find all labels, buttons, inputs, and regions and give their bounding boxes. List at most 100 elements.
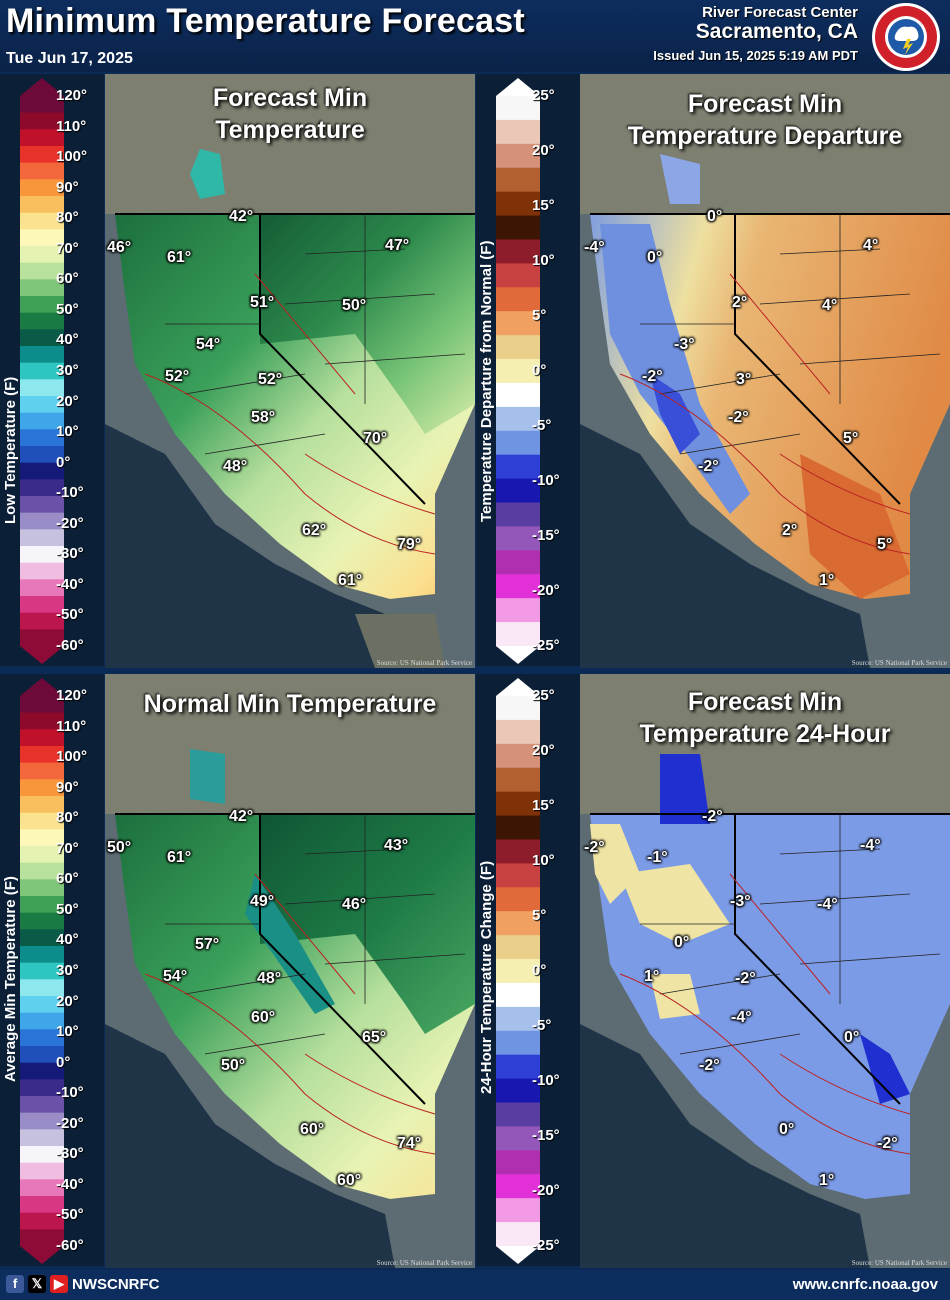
colorbar-tick-label: 15° [532,797,555,814]
map-label: 79° [397,536,422,553]
forecast-date: Tue Jun 17, 2025 [6,50,133,67]
map-label: 4° [863,237,879,254]
colorbar-swatch [496,719,540,745]
legend-title: Average Min Temperature (F) [2,876,19,1082]
departure-map [580,74,950,668]
colorbar-swatch [496,526,540,551]
issued-time: Issued Jun 15, 2025 5:19 AM PDT [653,48,858,63]
colorbar-tick-label: 60° [56,870,79,888]
map-label: 58° [251,409,276,426]
colorbar-swatch [496,239,540,264]
map-label: 61° [338,572,363,589]
colorbar-tick-label: -15° [532,527,560,544]
map-label: -3° [730,893,751,910]
map-credit: Source: US National Park Service [851,1259,947,1267]
colorbar-swatch [20,1212,64,1230]
map-label: 74° [397,1135,422,1152]
colorbar-tick-label: 50° [56,300,79,318]
website-link[interactable]: www.cnrfc.noaa.gov [792,1276,938,1293]
colorbar-swatch [496,191,540,217]
colorbar-swatch [20,1112,64,1130]
colorbar-swatch [20,1012,64,1030]
colorbar-swatch [20,96,64,114]
colorbar-swatch [496,743,540,769]
map-label: -2° [702,808,723,825]
colorbar-swatch [496,502,540,527]
colorbar-swatch [496,287,540,312]
colorbar-swatch [20,1146,64,1164]
colorbar-tick-label: -10° [532,1072,560,1089]
colorbar-swatch [20,346,64,364]
colorbar-swatch [20,312,64,330]
colorbar-swatch [20,246,64,264]
map-label: 54° [163,968,188,985]
colorbar-tick-label: -5° [532,1017,552,1034]
map-normal-min-temp[interactable]: Normal Min Temperature 42° 50° 61° 43° 4… [105,674,475,1268]
colorbar-swatch [20,562,64,580]
colorbar-swatch [20,146,64,164]
map-label: 60° [251,1009,276,1026]
map-label: 51° [250,294,275,311]
map-label: 52° [165,368,190,385]
colorbar-tick-label: 80° [56,209,79,227]
colorbar-swatch [496,1030,540,1056]
colorbar-tick-label: 120° [56,687,88,704]
colorbar-swatch [20,779,64,797]
x-icon[interactable]: 𝕏 [28,1275,46,1293]
colorbar-swatch [20,729,64,747]
colorbar-swatch [496,1078,540,1104]
colorbar-arrow-top [496,78,540,96]
map-departure[interactable]: Forecast Min Temperature Departure 0° -4… [580,74,950,668]
map-label: 0° [707,208,723,225]
map-label: 0° [844,1029,860,1046]
colorbar-tick-label: 20° [532,742,555,759]
colorbar-swatch [496,478,540,504]
colorbar-swatch [20,712,64,730]
panel-title-line1: Forecast Min [212,84,368,112]
colorbar-tick-label: 100° [56,748,88,766]
colorbar-swatch [496,550,540,575]
colorbar-tick-label: 90° [56,178,79,196]
map-label: 62° [302,522,327,539]
colorbar-tick-label: 0° [56,1053,71,1071]
colorbar-swatch [20,596,64,614]
colorbar-tick-label: 10° [56,423,79,441]
colorbar-swatch [496,382,540,408]
panel-title-line2: Temperature 24-Hour [639,720,891,748]
colorbar-swatch [496,1006,540,1032]
nws-logo-icon[interactable] [870,1,942,73]
colorbar-tick-label: 60° [56,270,79,288]
colorbar-tick-label: -50° [56,1206,84,1224]
colorbar-swatch [20,379,64,397]
colorbar-swatch [20,429,64,447]
map-forecast-min-temp[interactable]: Forecast Min Temperature 42° 46° 61° 47°… [105,74,475,668]
legend-departure: Temperature Departure from Normal (F) 25… [476,74,580,666]
colorbar-tick-label: 90° [56,778,79,796]
panel-title-line1: Forecast Min [687,90,843,118]
map-label: -2° [698,458,719,475]
colorbar-tick-label: 50° [56,900,79,918]
colorbar-swatch [496,1222,540,1247]
colorbar-tick-label: 30° [56,362,79,379]
facebook-icon[interactable]: f [6,1275,24,1293]
map-label: -1° [647,849,668,866]
legend-title: 24-Hour Temperature Change (F) [478,860,495,1094]
map-label: -2° [735,970,756,987]
youtube-icon[interactable]: ▶ [50,1275,68,1293]
colorbar-avg-temp [20,678,64,1264]
colorbar-swatch [20,1196,64,1214]
colorbar-tick-label: 110° [56,117,87,135]
colorbar-tick-label: 70° [56,239,79,257]
colorbar-swatch [20,1046,64,1064]
colorbar-swatch [20,446,64,464]
colorbar-tick-label: -25° [532,1237,560,1254]
social-handle[interactable]: NWSCNRFC [72,1276,160,1293]
colorbar-arrow-top [20,78,64,96]
colorbar-swatch [20,862,64,880]
map-credit: Source: US National Park Service [376,659,472,667]
map-24hr-change[interactable]: Forecast Min Temperature 24-Hour -2° -2°… [580,674,950,1268]
normal-min-map [105,674,475,1268]
colorbar-swatch [20,996,64,1014]
map-label: 47° [385,237,410,254]
map-label: 1° [819,572,835,589]
